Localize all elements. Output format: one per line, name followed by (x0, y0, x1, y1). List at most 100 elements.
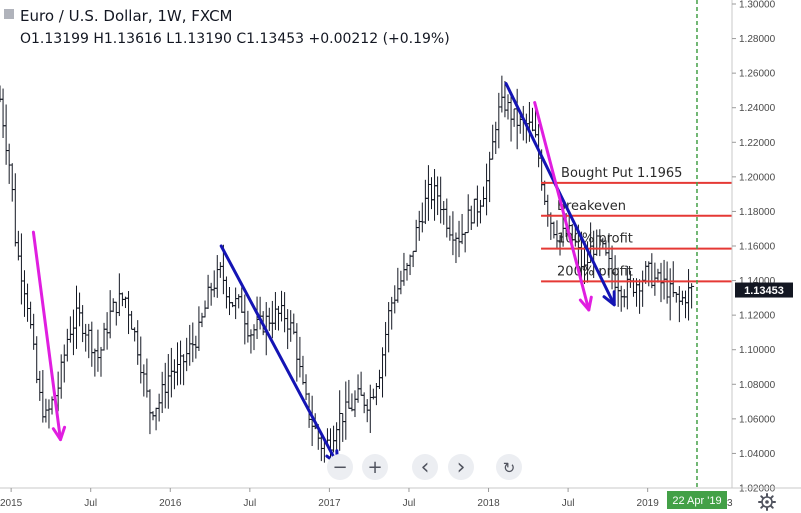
price-tick-label: 1.20000 (739, 172, 776, 183)
price-tick-label: 1.04000 (739, 449, 776, 460)
time-tick-label: 2019 (637, 498, 660, 509)
price-bar (493, 121, 499, 154)
price-bar (3, 104, 9, 165)
price-bar (58, 354, 64, 399)
price-bar (104, 312, 110, 350)
price-tick-label: 1.24000 (739, 103, 776, 114)
price-tick-label: 1.18000 (739, 207, 776, 218)
collapse-legend-icon[interactable] (4, 9, 14, 19)
price-bar (422, 179, 428, 225)
price-bar (70, 309, 76, 356)
date-badge: 22 Apr '19 (666, 491, 727, 509)
price-bar (646, 261, 652, 287)
level-label: Bought Put 1.1965 (561, 166, 682, 181)
level-label: 200% profit (557, 264, 633, 279)
trend-arrow[interactable] (533, 101, 593, 312)
time-axis-tail-label: 3 (727, 498, 733, 509)
price-bar (64, 328, 70, 362)
time-tick-label: 2017 (318, 498, 341, 509)
price-bar (294, 323, 300, 382)
price-bar (618, 285, 624, 312)
price-bar (686, 269, 692, 321)
price-bar (667, 268, 673, 321)
price-bar (202, 300, 208, 318)
price-bar (358, 371, 364, 396)
chevron-left-icon: ‹ (421, 455, 430, 480)
settings-button[interactable] (758, 493, 776, 511)
price-bar (18, 233, 24, 305)
price-bar (410, 250, 416, 268)
price-bar (9, 163, 15, 202)
price-bar (462, 232, 468, 253)
price-bar (83, 323, 89, 352)
price-bar (477, 199, 483, 224)
price-bar (398, 270, 404, 295)
price-bar (113, 301, 119, 326)
price-bar (282, 292, 288, 333)
price-bar (508, 94, 514, 142)
trend-arrow[interactable] (219, 244, 339, 466)
price-bar (511, 108, 517, 127)
level-label: 100% profit (557, 232, 633, 247)
price-bar (670, 261, 676, 298)
reset-chart-button[interactable]: ↻ (496, 454, 522, 480)
price-bar (484, 163, 490, 216)
price-bar (135, 320, 141, 365)
price-tick-label: 1.08000 (739, 380, 776, 391)
date-badge-label: 22 Apr '19 (672, 495, 721, 507)
time-axis[interactable]: 2015 Jul 2016 Jul 2017 Jul 2018 Jul 2019 (0, 488, 659, 509)
horizontal-levels: Bought Put 1.1965 Breakeven 100% profit 200… (541, 166, 732, 283)
price-bar (34, 336, 40, 384)
price-bar (652, 262, 658, 296)
price-bar (352, 390, 358, 418)
price-bar (499, 75, 505, 113)
price-bar (205, 274, 211, 309)
zoom-in-button[interactable]: + (362, 454, 388, 480)
price-bar (159, 371, 165, 414)
price-bar (453, 232, 459, 264)
current-price-badge: 1.13453 (735, 282, 793, 298)
price-tick-label: 1.10000 (739, 345, 776, 356)
price-bar (416, 210, 422, 241)
price-bar (77, 292, 83, 327)
price-bar (25, 283, 31, 322)
price-bar (217, 262, 223, 278)
scroll-left-button[interactable]: ‹ (412, 454, 438, 480)
price-bar (361, 392, 367, 414)
price-bar (303, 374, 309, 401)
price-bar (346, 379, 352, 409)
price-bar (275, 305, 281, 331)
zoom-out-button[interactable]: − (327, 454, 353, 480)
price-bar (288, 310, 294, 342)
price-bar (419, 202, 425, 233)
price-bar (129, 310, 135, 330)
level-label: Breakeven (557, 199, 626, 214)
price-bar (196, 306, 202, 351)
price-bar (343, 381, 349, 440)
price-bar (132, 327, 138, 342)
price-bar (92, 348, 98, 377)
price-bar (227, 287, 233, 316)
price-bar (214, 255, 220, 298)
price-bar (43, 398, 49, 423)
price-bar (428, 177, 434, 210)
trend-arrow[interactable] (31, 230, 67, 442)
price-bar (230, 302, 236, 308)
price-bar (634, 278, 640, 307)
zoom-out-icon: − (332, 457, 347, 478)
price-bar (407, 254, 413, 276)
symbol-title: Euro / U.S. Dollar, 1W, FXCM (20, 7, 233, 25)
price-bar (187, 324, 193, 366)
scroll-right-button[interactable]: › (448, 454, 474, 480)
price-bar (190, 322, 196, 363)
price-bar (370, 388, 376, 400)
price-tick-label: 1.02000 (739, 484, 776, 495)
price-bar (459, 213, 465, 245)
price-bar (468, 205, 474, 231)
trend-arrow[interactable] (504, 82, 616, 307)
price-axis[interactable]: 1.30000 1.28000 1.26000 1.24000 1.22000 1.200… (732, 0, 776, 495)
price-bar (67, 316, 73, 343)
price-bar (392, 285, 398, 314)
price-bar (74, 285, 80, 349)
